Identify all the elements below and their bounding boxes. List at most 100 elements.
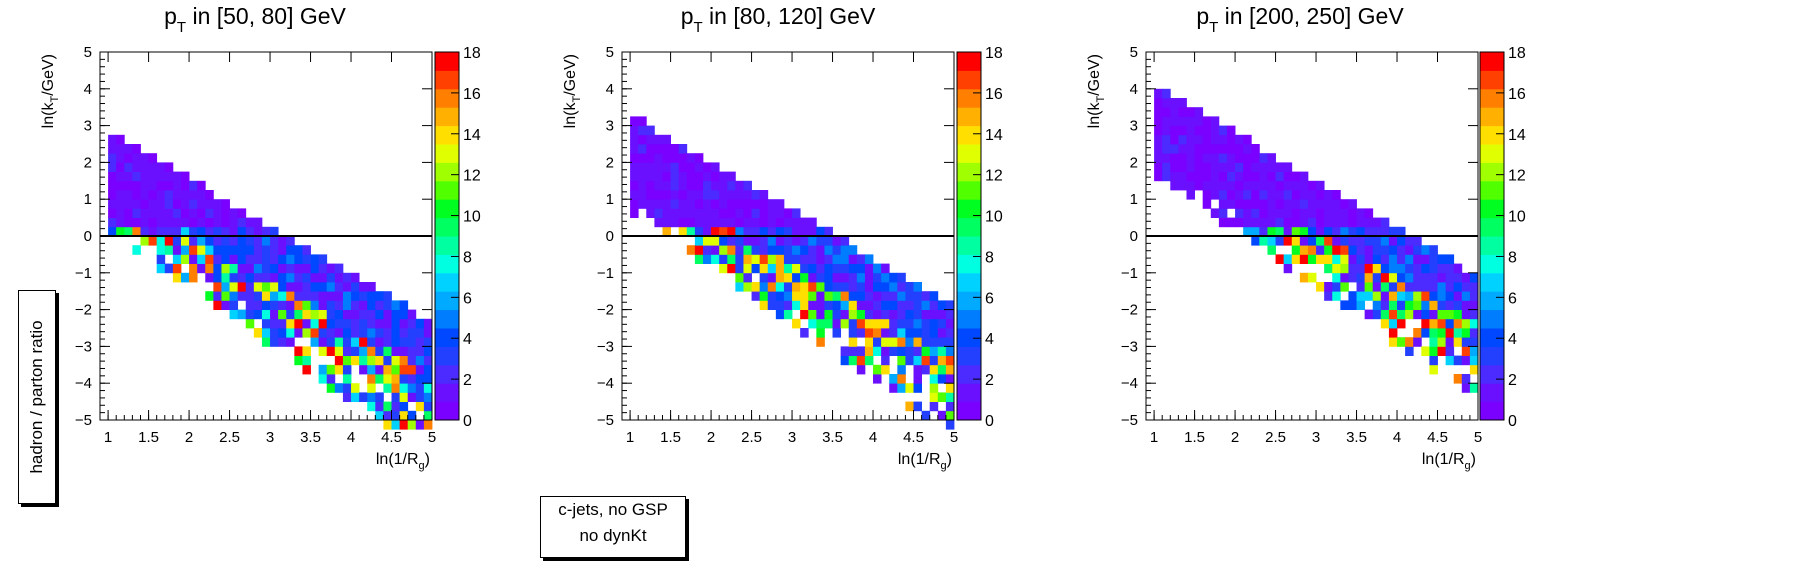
x-tick-label: 3 xyxy=(1312,429,1320,446)
heat-cell xyxy=(792,300,801,310)
heat-cell xyxy=(375,364,384,375)
heat-cell xyxy=(1380,272,1390,283)
heat-cell xyxy=(1364,254,1374,264)
heat-cell xyxy=(945,410,955,421)
color-bar-segment xyxy=(435,217,459,237)
heat-cell xyxy=(905,355,914,366)
heat-cell xyxy=(1356,208,1366,218)
heat-cell xyxy=(383,410,392,421)
heat-cell xyxy=(832,263,842,274)
heat-cell xyxy=(800,300,809,310)
heat-cell xyxy=(108,171,117,182)
heat-cell xyxy=(702,254,712,264)
x-tick-label: 4.5 xyxy=(903,429,924,446)
heat-cell xyxy=(889,383,898,393)
heat-cell xyxy=(148,226,158,237)
heat-cell xyxy=(342,309,352,320)
heat-cell xyxy=(253,300,263,310)
heat-cell xyxy=(375,337,384,347)
heat-cell xyxy=(694,153,704,163)
heat-cell xyxy=(334,337,344,347)
heat-cell xyxy=(351,328,360,338)
color-bar-segment xyxy=(1480,401,1504,421)
heat-cell xyxy=(261,328,271,338)
heat-cell xyxy=(229,254,239,264)
heat-cell xyxy=(213,291,222,301)
heat-cell xyxy=(318,254,328,264)
heat-cell xyxy=(751,226,761,237)
heat-cell xyxy=(399,364,409,375)
heat-cell xyxy=(856,346,866,356)
heat-cell xyxy=(278,300,287,310)
heat-cell xyxy=(189,199,198,209)
heat-cell xyxy=(351,282,360,292)
heat-cell xyxy=(229,263,239,274)
heat-cell xyxy=(654,144,663,154)
heat-cell xyxy=(1186,116,1195,126)
heat-cell xyxy=(423,328,433,338)
heat-cell xyxy=(1291,171,1301,182)
y-tick-label: 2 xyxy=(606,154,614,171)
x-tick-label: 5 xyxy=(950,429,958,446)
heat-cell xyxy=(1267,217,1276,228)
heat-cell xyxy=(1275,208,1285,218)
heat-cell xyxy=(848,254,858,264)
heat-cell xyxy=(261,245,271,255)
heat-cell xyxy=(1405,282,1414,292)
heat-cell xyxy=(270,245,279,255)
heat-cell xyxy=(1218,217,1228,228)
heat-cell xyxy=(808,245,817,255)
heat-cell xyxy=(711,180,720,191)
heat-cell xyxy=(848,318,858,329)
heat-cell xyxy=(205,208,214,218)
heat-cell xyxy=(1461,337,1471,347)
heat-cell xyxy=(342,282,352,292)
heat-cell xyxy=(391,337,401,347)
heat-cell xyxy=(1461,309,1471,320)
heat-cell xyxy=(905,291,914,301)
heat-cell xyxy=(727,199,736,209)
heat-cell xyxy=(164,236,174,246)
heat-cell xyxy=(237,309,247,320)
heat-cell xyxy=(1154,144,1163,154)
x-tick-label: 1.5 xyxy=(1184,429,1205,446)
heat-cell xyxy=(913,401,923,412)
heat-cell xyxy=(1162,134,1171,145)
heat-cell xyxy=(775,254,785,264)
color-bar-segment xyxy=(957,291,981,311)
heat-cell xyxy=(1299,254,1309,264)
heat-cell xyxy=(172,226,182,237)
heat-cell xyxy=(1397,226,1406,237)
heat-cell xyxy=(630,180,639,191)
heat-cell xyxy=(1397,254,1406,264)
heat-cell xyxy=(889,300,898,310)
heat-cell xyxy=(132,199,141,209)
color-bar-segment xyxy=(1480,107,1504,127)
heat-cell xyxy=(1291,217,1301,228)
heat-cell xyxy=(1283,199,1293,209)
heat-cell xyxy=(221,254,230,264)
heat-cell xyxy=(1267,153,1276,163)
heat-cell xyxy=(937,364,947,375)
heat-cell xyxy=(205,226,214,237)
heat-cell xyxy=(1291,226,1301,237)
heat-cell xyxy=(654,180,663,191)
heat-cell xyxy=(1469,318,1479,329)
heat-cell xyxy=(1332,190,1341,200)
heat-cell xyxy=(1283,217,1293,228)
y-tick-label: −3 xyxy=(1121,338,1138,355)
heat-cell xyxy=(1210,171,1220,182)
heat-cell xyxy=(945,383,955,393)
heat-cell xyxy=(678,162,688,172)
x-tick-label: 3.5 xyxy=(1346,429,1367,446)
heat-cell xyxy=(318,309,328,320)
heat-cell xyxy=(1259,153,1268,163)
heat-cell xyxy=(375,328,384,338)
heat-cell xyxy=(132,190,141,200)
heat-cell xyxy=(1162,125,1171,136)
heat-cell xyxy=(116,171,125,182)
heat-cell xyxy=(808,282,817,292)
heat-cell xyxy=(245,263,255,274)
heat-cell xyxy=(1469,328,1479,338)
heat-cell xyxy=(1259,208,1268,218)
